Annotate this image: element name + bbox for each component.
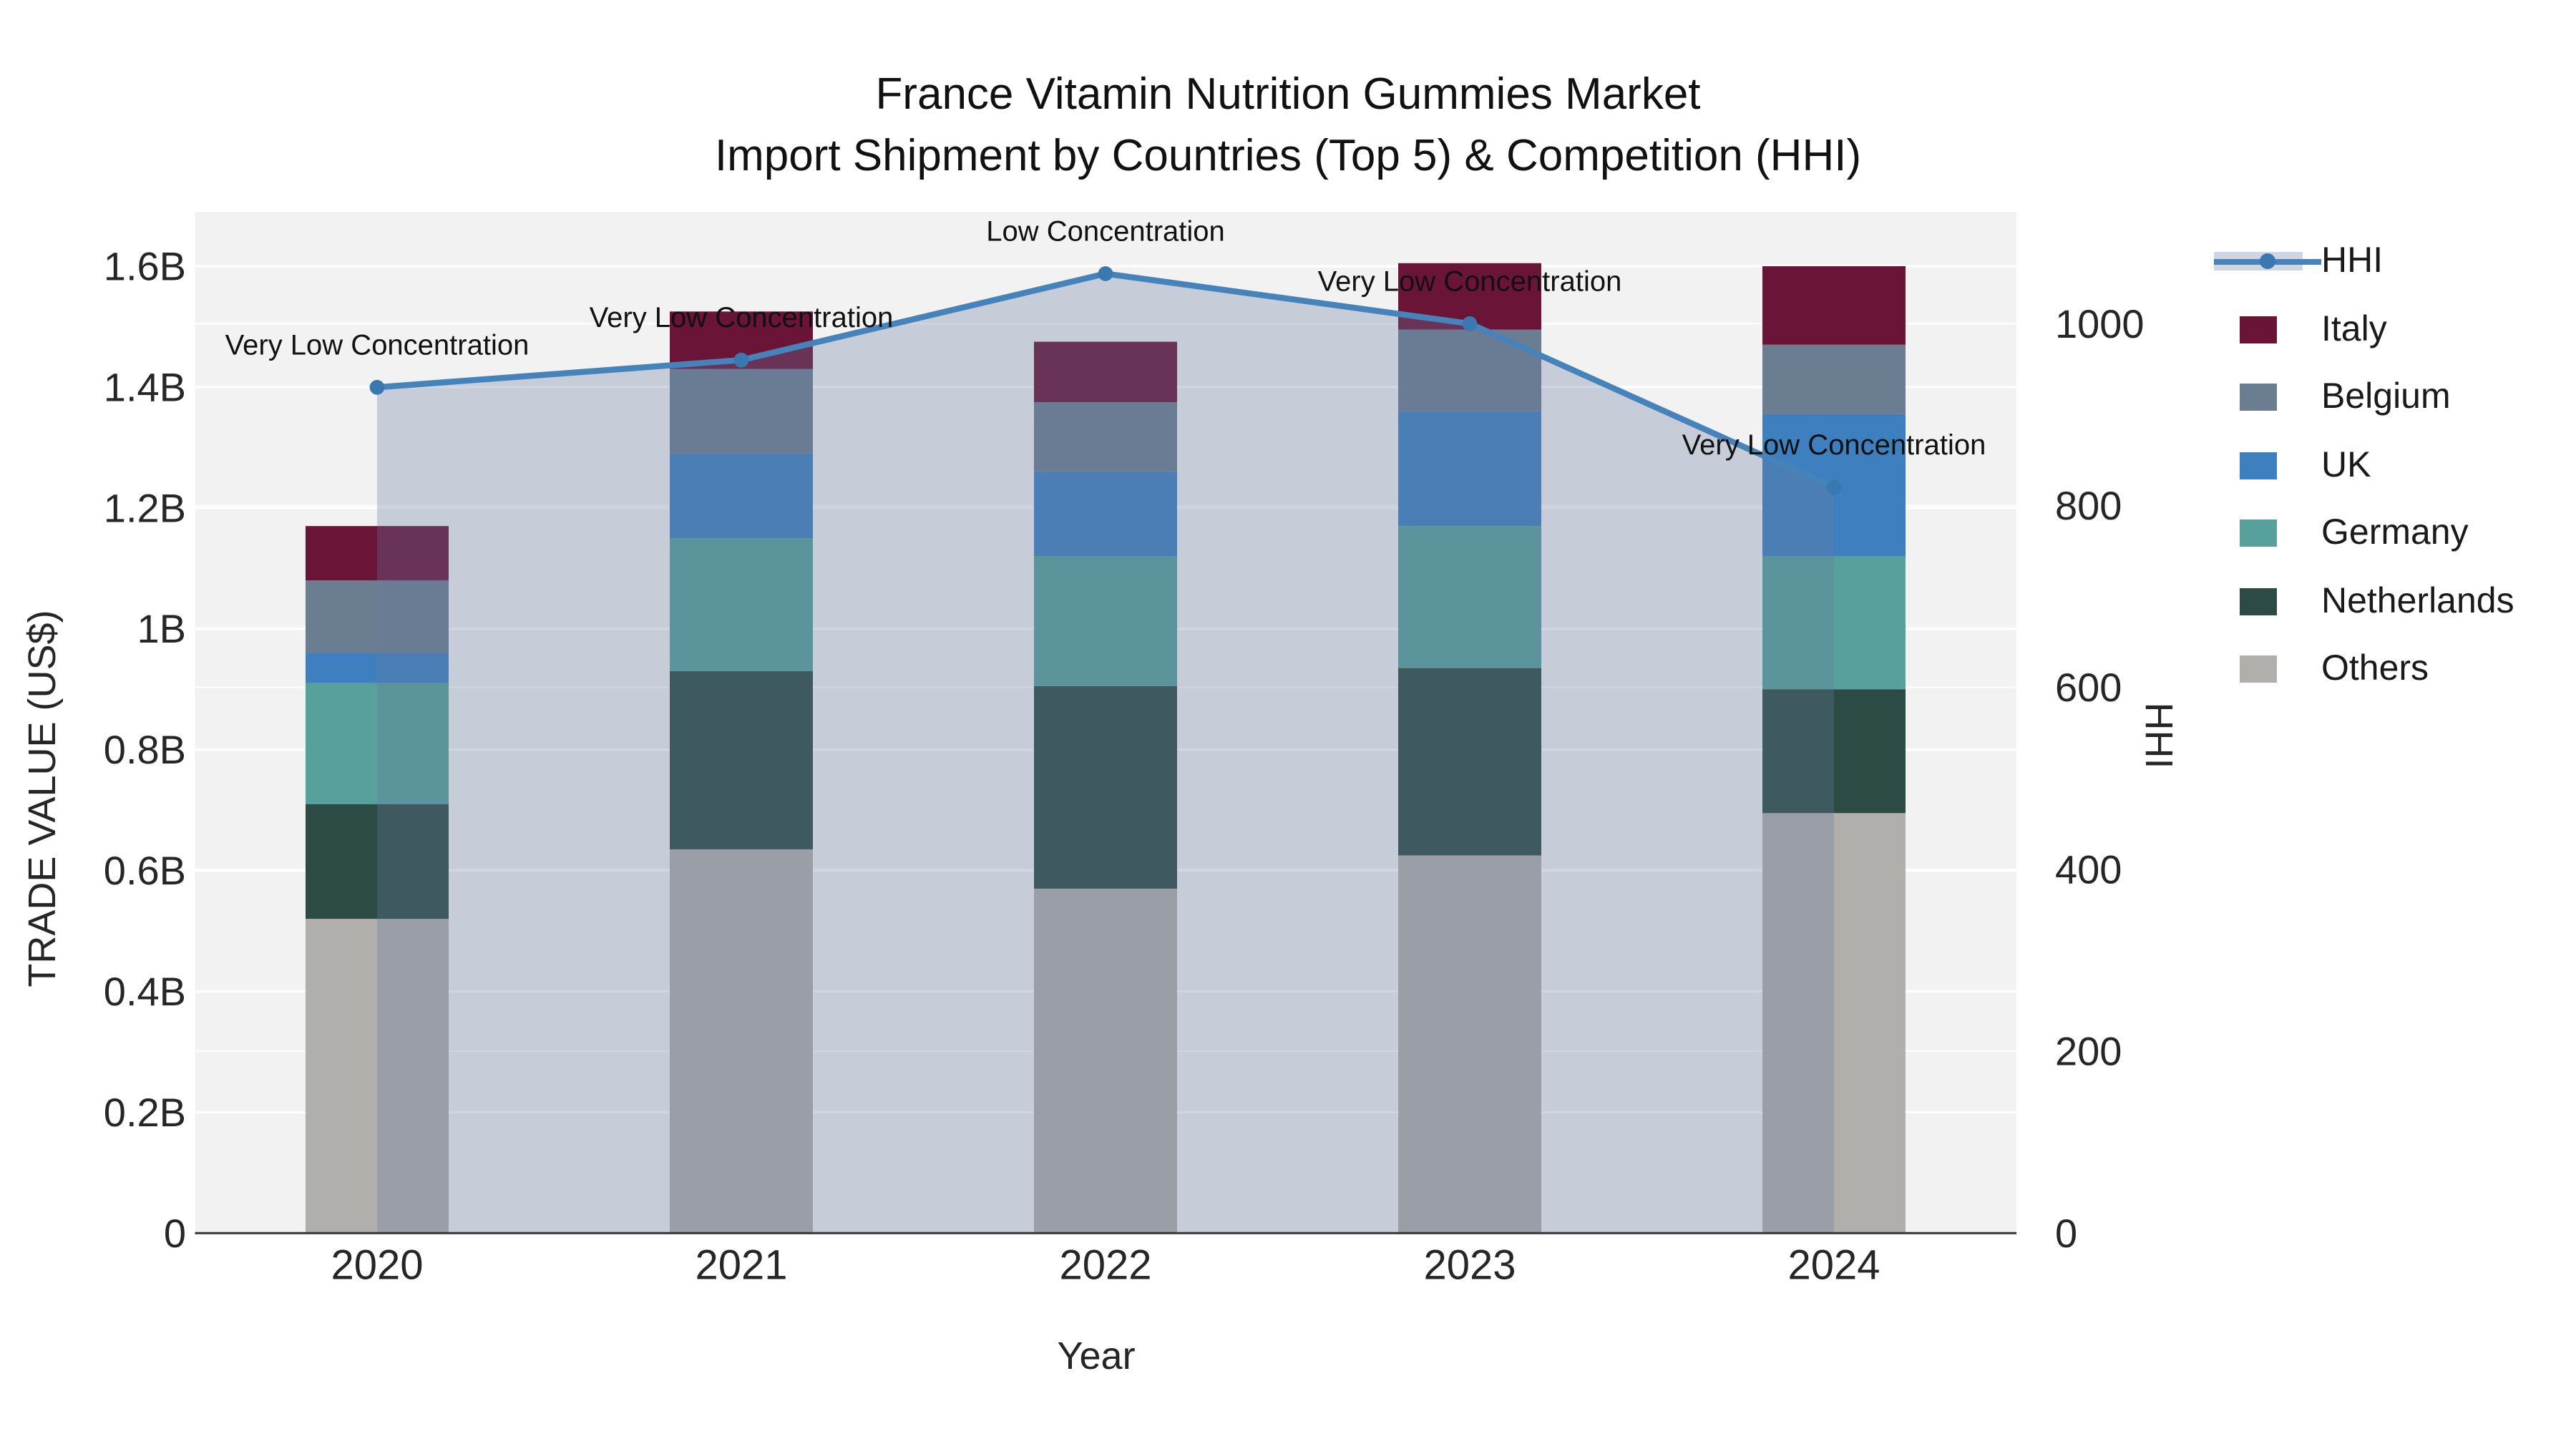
x-tick-2024: 2024 [1787, 1242, 1880, 1289]
y-left-tick-1.2B: 1.2B [104, 485, 186, 530]
belgium-swatch-icon [2214, 364, 2321, 431]
y-left-tick-0.4B: 0.4B [104, 969, 186, 1014]
x-tick-2023: 2023 [1423, 1242, 1516, 1289]
bar-segment-2020-uk[interactable] [306, 653, 449, 683]
bar-segment-2024-netherlands[interactable] [1762, 689, 1906, 814]
legend-label-others: Others [2321, 648, 2429, 689]
y-left-tick-1B: 1B [137, 606, 187, 651]
annotation-2022: Low Concentration [986, 215, 1225, 247]
bar-segment-2023-netherlands[interactable] [1398, 668, 1541, 856]
y-left-tick-0: 0 [164, 1211, 186, 1256]
germany-swatch-icon [2214, 499, 2321, 567]
legend-item-belgium[interactable]: Belgium [2214, 364, 2514, 431]
legend-label-italy: Italy [2321, 308, 2387, 349]
bar-segment-2024-italy[interactable] [1762, 266, 1906, 345]
legend-label-netherlands: Netherlands [2321, 580, 2514, 621]
bar-segment-2023-germany[interactable] [1398, 526, 1541, 668]
annotation-2023: Very Low Concentration [1318, 265, 1622, 297]
x-tick-2020: 2020 [331, 1242, 423, 1289]
bar-segment-2022-belgium[interactable] [1034, 402, 1177, 472]
legend-label-belgium: Belgium [2321, 376, 2451, 417]
x-axis-title: Year [1057, 1335, 1136, 1377]
y-axis-title-left: TRADE VALUE (US$) [21, 610, 64, 987]
bar-segment-2023-others[interactable] [1398, 855, 1541, 1234]
y-right-tick-1000: 1000 [2055, 301, 2145, 346]
x-tick-2021: 2021 [695, 1242, 787, 1289]
bar-segment-2024-germany[interactable] [1762, 556, 1906, 690]
bar-segment-2021-germany[interactable] [670, 538, 813, 671]
bar-segment-2021-netherlands[interactable] [670, 670, 813, 850]
annotation-2021: Very Low Concentration [590, 302, 894, 333]
hhi-marker-2021[interactable] [733, 352, 749, 368]
bar-segment-2020-netherlands[interactable] [306, 804, 449, 919]
y-left-tick-1.6B: 1.6B [104, 244, 186, 289]
x-tick-2022: 2022 [1059, 1242, 1151, 1289]
others-swatch-icon [2214, 635, 2321, 703]
annotation-2024: Very Low Concentration [1682, 429, 1986, 461]
y-axis-title-right: HHI [2137, 702, 2180, 769]
legend-label-germany: Germany [2321, 512, 2469, 553]
y-left-tick-1.4B: 1.4B [104, 364, 186, 409]
bar-segment-2022-germany[interactable] [1034, 556, 1177, 686]
y-right-tick-200: 200 [2055, 1029, 2122, 1074]
legend-label-hhi: HHI [2321, 240, 2384, 281]
y-left-tick-0.8B: 0.8B [104, 727, 186, 772]
bar-segment-2020-belgium[interactable] [306, 580, 449, 653]
y-right-tick-400: 400 [2055, 847, 2122, 892]
netherlands-swatch-icon [2214, 567, 2321, 635]
legend: HHI Italy Belgium UK Germany Netherlands [2214, 228, 2514, 703]
bar-segment-2022-netherlands[interactable] [1034, 686, 1177, 889]
legend-item-italy[interactable]: Italy [2214, 296, 2514, 364]
italy-swatch-icon [2214, 296, 2321, 364]
legend-item-others[interactable]: Others [2214, 635, 2514, 703]
hhi-marker-2023[interactable] [1462, 316, 1478, 331]
annotation-2020: Very Low Concentration [225, 329, 530, 361]
hhi-line-sample-icon [2214, 228, 2321, 296]
y-left-tick-0.2B: 0.2B [104, 1090, 186, 1135]
bar-segment-2021-uk[interactable] [670, 453, 813, 539]
bar-segment-2024-belgium[interactable] [1762, 344, 1906, 414]
hhi-marker-2022[interactable] [1098, 266, 1113, 281]
chart-title-line2: Import Shipment by Countries (Top 5) & C… [714, 130, 1862, 180]
bar-segment-2022-uk[interactable] [1034, 472, 1177, 557]
bar-segment-2022-others[interactable] [1034, 888, 1177, 1234]
y-right-tick-800: 800 [2055, 483, 2122, 528]
y-right-tick-600: 600 [2055, 665, 2122, 710]
bar-segment-2020-germany[interactable] [306, 683, 449, 804]
legend-item-hhi[interactable]: HHI [2214, 228, 2514, 296]
bar-segment-2023-uk[interactable] [1398, 411, 1541, 527]
uk-swatch-icon [2214, 431, 2321, 499]
chart-title-line1: France Vitamin Nutrition Gummies Market [875, 69, 1701, 119]
bar-segment-2020-others[interactable] [306, 919, 449, 1234]
hhi-marker-2024[interactable] [1826, 479, 1842, 495]
chart-title: France Vitamin Nutrition Gummies Market … [0, 63, 2576, 186]
bar-segment-2020-italy[interactable] [306, 526, 449, 581]
y-right-tick-0: 0 [2055, 1211, 2077, 1256]
bar-segment-2021-belgium[interactable] [670, 369, 813, 454]
bar-segment-2021-others[interactable] [670, 849, 813, 1234]
bar-segment-2022-italy[interactable] [1034, 341, 1177, 403]
legend-item-germany[interactable]: Germany [2214, 499, 2514, 567]
hhi-area [377, 273, 1834, 1234]
legend-item-uk[interactable]: UK [2214, 431, 2514, 499]
legend-item-netherlands[interactable]: Netherlands [2214, 567, 2514, 635]
bar-segment-2024-others[interactable] [1762, 813, 1906, 1234]
y-left-tick-0.6B: 0.6B [104, 848, 186, 893]
hhi-marker-2020[interactable] [369, 379, 385, 395]
legend-label-uk: UK [2321, 444, 2371, 485]
